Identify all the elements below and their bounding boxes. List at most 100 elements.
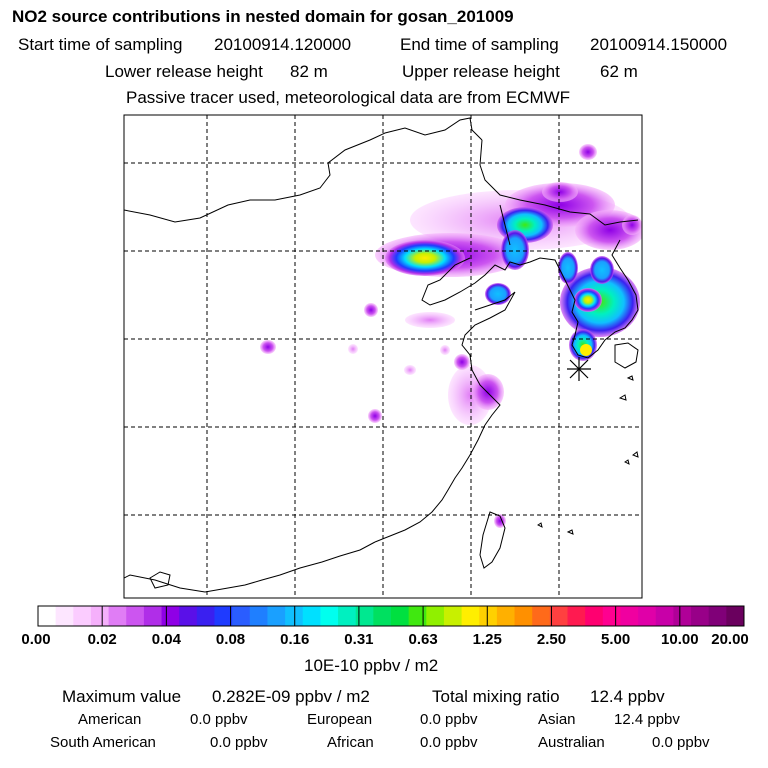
colorbar-swatch [196,606,215,626]
ryukyu-island [626,375,634,381]
plume-cell [440,345,450,355]
colorbar-swatch [143,606,163,626]
colorbar-swatch [320,606,339,626]
korea-peninsula [564,239,639,359]
coastlines [124,117,639,593]
region-name: American [78,711,142,728]
colorbar-swatch [55,606,74,626]
plume-cell [260,340,276,354]
plume-coast [622,215,642,235]
colorbar-swatch [638,606,657,626]
colorbar-swatch [620,606,639,626]
japan-kyushu [614,342,639,369]
colorbar-swatch [479,606,498,626]
plume-busan-core [580,344,592,356]
colorbar-units: 10E-10 ppbv / m2 [304,656,439,675]
colorbar-swatch [655,606,674,626]
plume-shandong [485,283,511,305]
border-manchuria [479,139,639,226]
colorbar-tick-label: 0.02 [87,631,117,648]
colorbar-tick-label: 20.00 [711,631,749,648]
colorbar-tick-label: 0.08 [215,631,246,648]
plume-far-north [579,144,597,160]
plume-seoul-core [574,288,602,312]
colorbar-swatch [708,606,727,626]
plume-cell [348,344,358,354]
plume-cell [454,354,470,370]
colorbar-swatch [532,606,551,626]
plume-north-korea-east [542,182,578,202]
colorbar-swatch [108,606,127,626]
end-time-value: 20100914.150000 [590,35,728,54]
colorbar-swatch [391,606,410,626]
region-value: 0.0 ppbv [210,734,268,751]
colorbar-tick-label: 10.00 [661,631,699,648]
upper-height-label: Upper release height [402,62,560,81]
ryukyu-island [566,529,574,535]
chart-title: NO2 source contributions in nested domai… [12,7,514,26]
lower-height-label: Lower release height [105,62,263,81]
colorbar-swatch [461,606,480,626]
region-value: 0.0 ppbv [190,711,248,728]
colorbar-swatch [302,606,321,626]
hainan [149,571,171,589]
colorbar-swatch [514,606,533,626]
colorbar [37,605,745,627]
colorbar-tick-label: 0.16 [280,631,310,648]
plume-beijing-tianjin [385,240,465,276]
colorbar-swatch [496,606,516,626]
colorbar-swatch [126,606,145,626]
upper-height-value: 62 m [600,62,638,81]
tracer-note: Passive tracer used, meteorological data… [126,88,571,107]
total-mixing-value: 12.4 ppbv [590,687,665,706]
colorbar-swatch [549,606,568,626]
colorbar-swatch [285,606,304,626]
concentration-plumes [260,144,642,528]
colorbar-swatch [585,606,604,626]
region-name: Australian [538,734,605,751]
colorbar-swatch [426,606,445,626]
receptor-marker [567,357,591,381]
colorbar-swatch [73,606,92,626]
max-value: 0.282E-09 ppbv / m2 [212,687,370,706]
colorbar-swatch [338,606,357,626]
start-time-label: Start time of sampling [18,35,183,54]
colorbar-swatch [602,606,621,626]
colorbar-swatch [567,606,586,626]
plume-cell [404,365,416,375]
region-name: African [327,734,374,751]
colorbar-tick-label: 2.50 [536,631,567,648]
ryukyu-island [618,394,627,401]
plume-korea-west [558,252,578,284]
coastline-china-south [374,424,486,543]
map-frame [123,114,643,599]
plume-cell [368,409,382,423]
region-name: South American [50,734,156,751]
grid [124,115,642,598]
colorbar-swatch [443,606,463,626]
total-mixing-label: Total mixing ratio [432,687,560,706]
colorbar-swatch [408,606,427,626]
colorbar-swatch [267,606,286,626]
colorbar-swatch [90,606,110,626]
colorbar-tick-label: 5.00 [601,631,631,648]
river [499,204,511,246]
region-name: European [307,711,373,728]
colorbar-tick-label: 0.31 [344,631,374,648]
plume-haze [405,312,455,328]
colorbar-tick-label: 0.00 [21,631,51,648]
colorbar-swatch [373,606,392,626]
ryukyu-island [631,451,639,458]
colorbar-swatch [249,606,268,626]
colorbar-tick-label: 1.25 [472,631,502,648]
plume-cell [364,303,378,317]
colorbar-swatch [691,606,710,626]
coastline-bohai [421,257,566,306]
taiwan [479,511,506,569]
colorbar-swatch [355,606,374,626]
colorbar-tick-label: 0.04 [151,631,181,648]
colorbar-swatch [673,606,692,626]
lower-height-value: 82 m [290,62,328,81]
coastline-south-china [124,541,376,593]
